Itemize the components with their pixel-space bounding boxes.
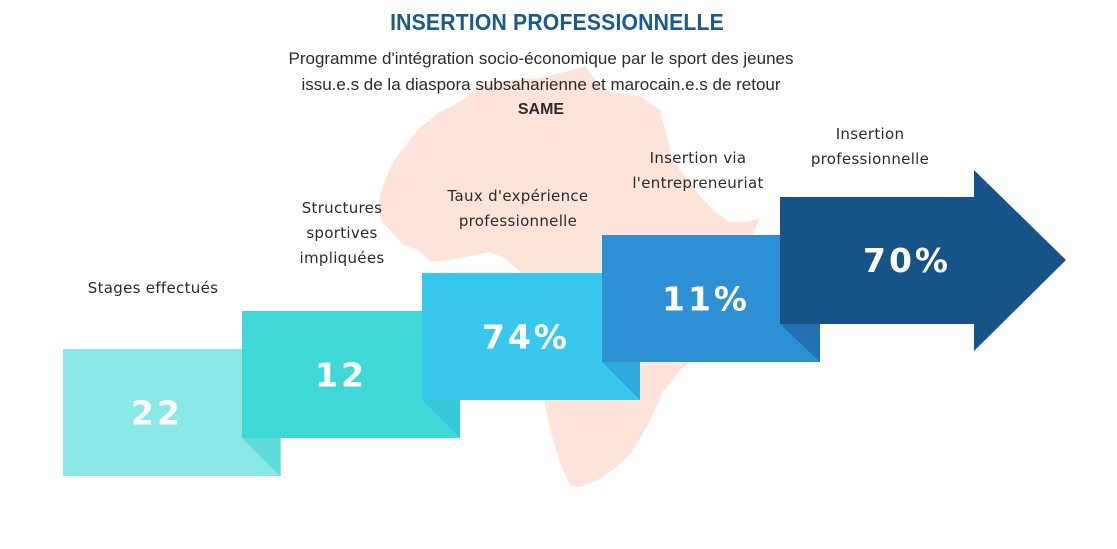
- step-3-fold: [602, 362, 640, 400]
- step-5-value: 70%: [863, 241, 951, 280]
- program-name: SAME: [517, 101, 565, 118]
- subtitle-line-1: Programme d'intégration socio-économique…: [288, 49, 794, 68]
- step-2-value: 12: [315, 355, 367, 394]
- page-title: INSERTION PROFESSIONNELLE: [390, 9, 724, 35]
- step-4-label: Insertion via l'entrepreneuriat: [632, 149, 764, 192]
- step-3-label: Taux d'expérience professionnelle: [447, 187, 589, 230]
- step-5-arrow: [780, 170, 1066, 351]
- step-2-fold: [422, 400, 460, 438]
- step-1-fold: [242, 438, 280, 476]
- step-1-value: 22: [131, 393, 183, 432]
- step-5-label: Insertion professionnelle: [810, 125, 930, 168]
- step-4-fold: [780, 324, 820, 362]
- step-4-value: 11%: [662, 279, 750, 318]
- step-1-label: Stages effectués: [87, 279, 219, 297]
- step-2-label: Structures sportives impliquées: [299, 199, 385, 267]
- step-3-value: 74%: [482, 317, 570, 356]
- subtitle-line-2: issu.e.s de la diaspora subsaharienne et…: [301, 75, 781, 94]
- subtitle: Programme d'intégration socio-économique…: [0, 46, 1082, 122]
